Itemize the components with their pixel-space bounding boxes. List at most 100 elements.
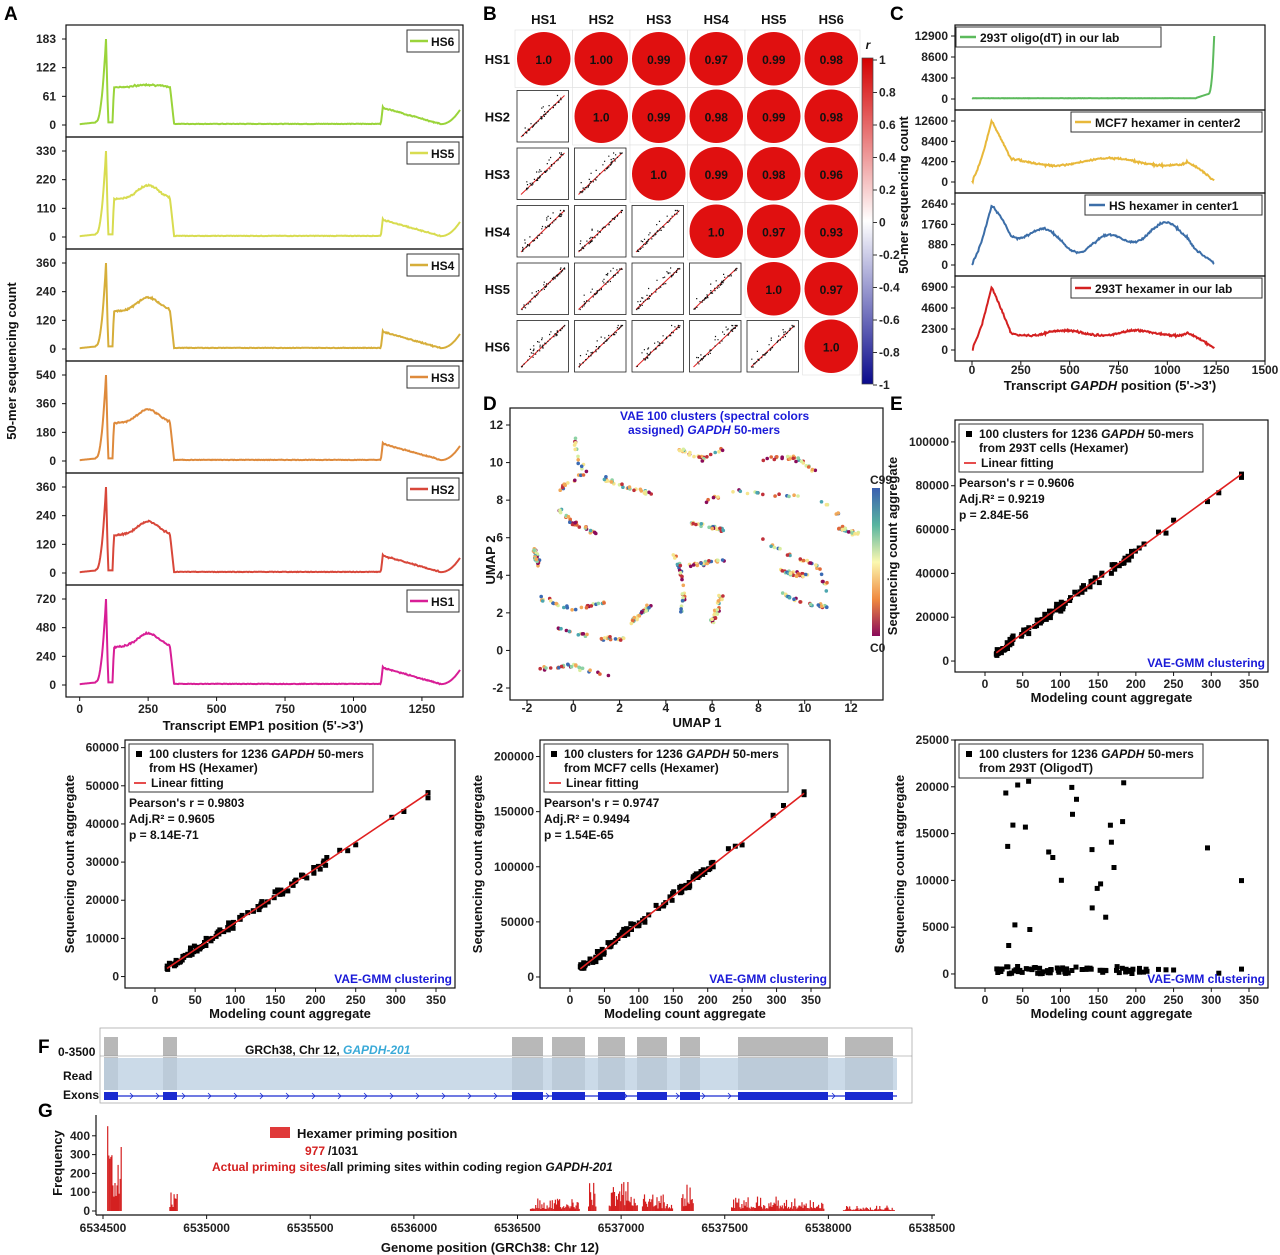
panel-d-point	[559, 626, 563, 631]
panel-d-point	[818, 567, 822, 571]
panel-e3-ytick-label: 200000	[494, 750, 534, 764]
panel-f-strand-arrow	[701, 1092, 706, 1100]
panel-f-strand-arrow	[233, 1092, 238, 1100]
panel-d-point	[635, 617, 639, 622]
panel-a-legend-box	[406, 365, 460, 389]
panel-g-bar	[619, 1191, 621, 1211]
panel-g-bar	[666, 1204, 668, 1211]
panel-b-corr-circle	[804, 262, 858, 316]
panel-c-ytick-label: 0	[941, 343, 948, 357]
panel-label-e: E	[890, 394, 903, 415]
panel-e4-point	[1070, 811, 1075, 817]
panel-e1-point	[1010, 633, 1016, 639]
panel-e2-point	[271, 895, 277, 901]
panel-g-bar	[732, 1207, 734, 1211]
panel-e3-point	[682, 885, 688, 891]
panel-g-bar	[608, 1205, 610, 1211]
panel-d-point	[671, 553, 676, 557]
panel-e1-point	[1141, 541, 1147, 547]
panel-b-corr-value: 0.97	[820, 283, 844, 297]
panel-g-bar	[551, 1200, 553, 1211]
panel-g-bar	[801, 1202, 803, 1211]
panel-b-corr-value: 0.93	[820, 225, 844, 239]
panel-c-line	[971, 285, 1215, 351]
panel-g-bar	[846, 1206, 848, 1211]
panel-e4-point	[1022, 824, 1028, 830]
panel-g-bar	[762, 1208, 764, 1211]
panel-f-coverage	[845, 1037, 893, 1056]
panel-e4-point	[1005, 964, 1011, 970]
panel-g-bar	[649, 1198, 651, 1211]
panel-f-exon	[680, 1092, 700, 1100]
panel-g-bar	[659, 1203, 661, 1211]
panel-g-bar	[756, 1196, 759, 1211]
panel-g-ytick-label: 0	[83, 1204, 90, 1218]
panel-g-bar	[116, 1185, 118, 1211]
panel-g-bar	[654, 1205, 656, 1211]
panel-d-point	[681, 583, 686, 588]
panel-b-colorbar-tick-label: -0.6	[879, 313, 900, 327]
panel-d-point	[780, 456, 784, 461]
panel-e1-point	[1116, 563, 1122, 569]
panel-e4-point	[994, 966, 1000, 972]
panel-e2-ylabel: Sequencing count aggregate	[62, 775, 77, 953]
panel-e2-point	[164, 963, 170, 969]
panel-d-point	[798, 557, 803, 561]
panel-f-exon	[163, 1092, 177, 1100]
panel-g-bar	[882, 1209, 884, 1211]
panel-e2-point	[265, 899, 271, 905]
panel-d-ytick-label: 6	[496, 531, 503, 545]
panel-g-bar	[647, 1206, 649, 1211]
panel-b-colorbar-tick-label: -1	[879, 378, 890, 392]
panel-b-scatter-points	[696, 324, 738, 365]
panel-e1-point	[1007, 636, 1013, 642]
panel-d-point	[564, 628, 569, 633]
panel-c-ytick-label: 4200	[921, 155, 948, 169]
panel-e4-point	[1163, 967, 1169, 973]
panel-f-strand-arrow	[129, 1092, 134, 1100]
panel-e2-point	[214, 930, 220, 936]
panel-d-point	[720, 597, 724, 602]
panel-e2-legend-fit: Linear fitting	[151, 776, 224, 790]
panel-f-exons-label: Exons	[63, 1088, 99, 1102]
panel-e4-point	[1239, 966, 1244, 972]
panel-g-bar	[174, 1198, 176, 1211]
panel-a-legend-hs4: HS4	[431, 259, 455, 273]
panel-e3-point	[594, 949, 600, 954]
panel-g-bar	[776, 1205, 778, 1211]
panel-c-ylabel: 50-mer sequencing count	[896, 116, 911, 274]
panel-g-bar	[577, 1202, 579, 1211]
panel-g-bar	[612, 1187, 614, 1211]
panel-b-corr-value: 0.99	[647, 53, 671, 67]
panel-e1-ytick-label: 0	[942, 654, 949, 668]
panel-e4-point	[1008, 970, 1014, 976]
panel-g-bar	[853, 1209, 855, 1211]
panel-g-bar	[875, 1208, 877, 1211]
panel-e3-xtick-label: 50	[598, 993, 612, 1007]
panel-g-bar	[884, 1208, 886, 1211]
panel-e3-legend-marker	[551, 751, 557, 757]
panel-a-ytick-label: 0	[49, 678, 56, 692]
panel-g-bar	[592, 1205, 594, 1211]
panel-b-colorbar-tick-label: 0.8	[879, 86, 896, 100]
panel-e4-point	[1120, 819, 1126, 825]
panel-g-bar	[655, 1205, 657, 1211]
panel-b-scatter-points	[637, 209, 679, 252]
panel-d-point	[608, 635, 612, 639]
panel-g-bar	[170, 1192, 172, 1211]
panel-e1-point	[1042, 613, 1048, 619]
panel-g-bar	[532, 1208, 534, 1211]
panel-g-bar	[112, 1185, 114, 1211]
panel-e1-p-value: p = 2.84E-56	[959, 508, 1029, 522]
panel-d-point	[720, 558, 725, 562]
panel-g-bar	[686, 1184, 688, 1211]
panel-e2-point	[188, 945, 193, 951]
panel-g-bar	[773, 1202, 775, 1211]
panel-g-bar	[821, 1202, 823, 1211]
panel-f-coverage	[738, 1037, 828, 1056]
panel-d-point	[579, 605, 584, 610]
panel-label-c: C	[890, 4, 904, 25]
panel-f-coverage	[163, 1037, 177, 1056]
panel-g-bar	[658, 1201, 660, 1211]
panel-e4-ytick-label: 5000	[922, 920, 949, 934]
